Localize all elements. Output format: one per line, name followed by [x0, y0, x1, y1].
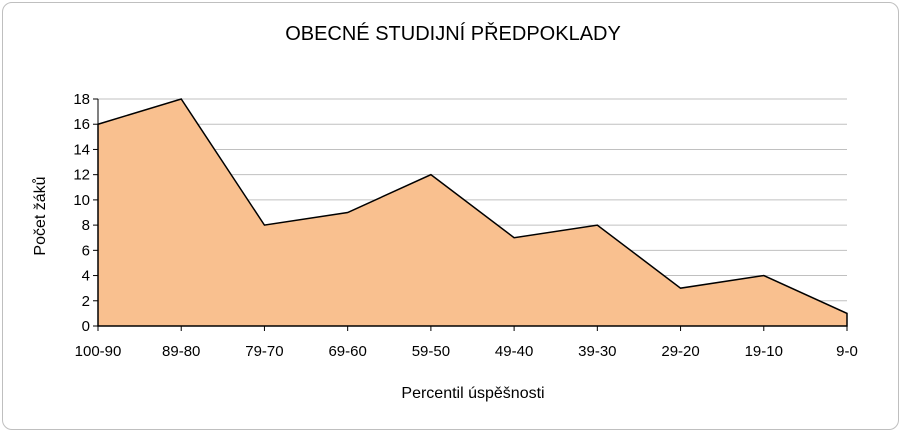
x-tick-label: 69-60: [328, 343, 366, 360]
y-tick-label: 0: [82, 318, 90, 335]
x-tick-label: 89-80: [162, 343, 200, 360]
area-fill: [97, 98, 848, 327]
x-tick-label: 79-70: [245, 343, 283, 360]
x-tick-label: 49-40: [495, 343, 533, 360]
y-tick-label: 14: [73, 141, 90, 158]
x-tick-label: 9-0: [836, 343, 858, 360]
x-tick-label: 39-30: [578, 343, 616, 360]
y-tick-label: 16: [73, 116, 90, 133]
x-axis-ticks: 100-90 89-80 79-70 69-60 59-50 49-40 39-30 29-2…: [75, 326, 858, 360]
y-tick-label: 8: [82, 217, 90, 234]
x-axis-label: Percentil úspěšnosti: [401, 385, 544, 402]
y-tick-label: 6: [82, 242, 90, 259]
y-tick-label: 4: [82, 268, 90, 285]
y-tick-label: 18: [73, 91, 90, 108]
x-tick-label: 29-20: [661, 343, 699, 360]
x-tick-label: 100-90: [75, 343, 122, 360]
x-tick-label: 59-50: [412, 343, 450, 360]
y-tick-label: 10: [73, 192, 90, 209]
chart-title: OBECNÉ STUDIJNÍ PŘEDPOKLADY: [285, 22, 621, 45]
y-axis-ticks: 0 2 4 6 8 10 12 14 16 18: [73, 91, 98, 335]
y-tick-label: 2: [82, 293, 90, 310]
x-tick-label: 19-10: [745, 343, 783, 360]
y-axis-label: Počet žáků: [31, 176, 49, 255]
y-tick-label: 12: [73, 167, 90, 184]
